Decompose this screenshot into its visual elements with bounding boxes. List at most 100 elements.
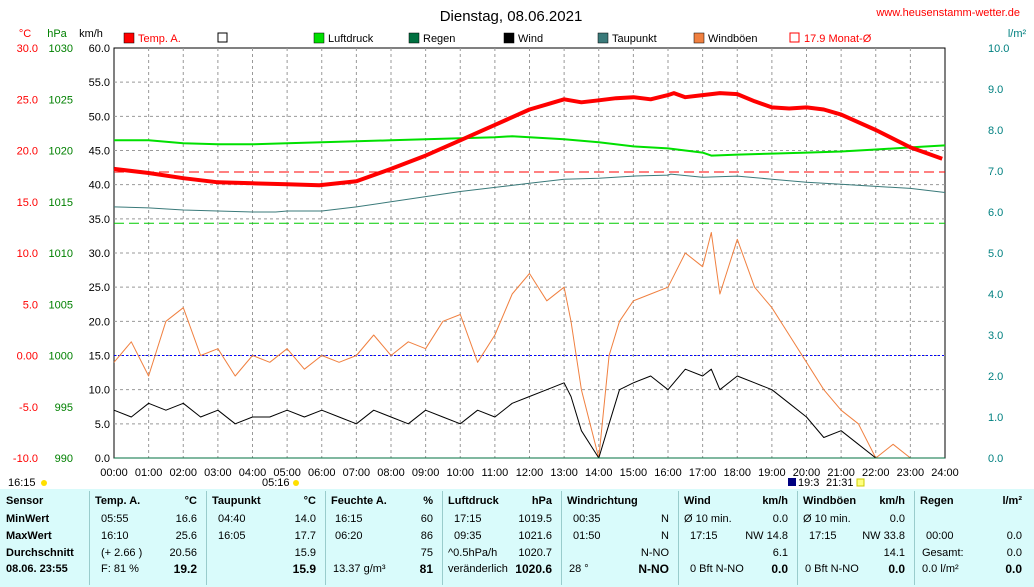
temp-axis-unit: °C (19, 28, 31, 40)
wind-tick-label: 0.0 (95, 453, 110, 465)
temp-tick-label: 5.0 (23, 299, 38, 311)
rain-tick-label: 1.0 (988, 412, 1003, 424)
pressure-tick-label: 1015 (49, 197, 73, 209)
wind-tick-label: 55.0 (89, 77, 110, 89)
pressure-min-value: 1019.5 (518, 513, 552, 525)
legend: Temp. A. Luftdruck Regen Wind Taupunkt Windbö… (123, 32, 872, 45)
pressure-trend: ^0.5hPa/h (448, 547, 498, 559)
pressure-tick-label: 990 (55, 453, 73, 465)
x-tick-label: 07:00 (343, 467, 371, 479)
legend-label: Wind (518, 33, 543, 45)
wind-max-value: NW 14.8 (745, 530, 788, 542)
pressure-unit: hPa (531, 495, 552, 507)
series-dewpoint-line (113, 173, 946, 213)
pressure-section: Luftdruck hPa 17:15 1019.5 09:35 1021.6 … (442, 489, 558, 587)
rain-total-value: 0.0 (1006, 547, 1022, 559)
x-tick-label: 02:00 (169, 467, 197, 479)
gust-max-value: NW 33.8 (862, 530, 905, 542)
series-gust-line (113, 232, 911, 459)
humidity-section: Feuchte A. % 16:15 60 06:20 86 75 13.37 … (325, 489, 439, 587)
x-tick-label: 10:00 (446, 467, 474, 479)
humidity-max-time: 06:20 (335, 530, 363, 542)
humidity-absolute: 13.37 g/m³ (333, 563, 386, 575)
temp-tick-label: 30.0 (17, 43, 38, 55)
x-tick-label: 23:00 (897, 467, 925, 479)
rain-tick-label: 6.0 (988, 207, 1003, 219)
rain-tick-label: 10.0 (988, 43, 1009, 55)
wind-avg-label: Ø 10 min. (684, 513, 732, 525)
rain-tick-label: 9.0 (988, 84, 1003, 96)
x-tick-label: 06:00 (308, 467, 336, 479)
humidity-min-value: 60 (420, 513, 433, 525)
wind-tick-label: 60.0 (89, 43, 110, 55)
pressure-tick-label: 1020 (49, 146, 73, 158)
wind-tick-label: 30.0 (89, 248, 110, 260)
legend-swatch (789, 32, 800, 43)
moon-icon (788, 478, 796, 486)
x-tick-label: 11:00 (482, 467, 509, 479)
wind-tick-label: 15.0 (89, 351, 110, 363)
sunrise-icon (293, 480, 299, 486)
pressure-tendency: veränderlich (448, 563, 508, 575)
wind-direction-min-value: N (661, 513, 669, 525)
wind-tick-label: 5.0 (95, 419, 110, 431)
wind-direction-section: Windrichtung 00:35 N 01:50 N N-NO 28 ° N… (561, 489, 675, 587)
pressure-max-value: 1021.6 (518, 530, 552, 542)
rain-header: Regen (920, 495, 954, 507)
temp-section: Temp. A. °C 05:55 16.6 16:10 25.6 (+ 2.6… (89, 489, 203, 587)
x-tick-label: 24:00 (931, 467, 959, 479)
row-label-min: MinWert (6, 513, 50, 525)
legend-label: Luftdruck (328, 33, 374, 45)
x-tick-label: 18:00 (723, 467, 751, 479)
wind-beaufort: 0 Bft N-NO (690, 563, 744, 575)
rain-total-label: Gesamt: (922, 547, 964, 559)
legend-swatch (597, 32, 609, 44)
x-tick-label: 21:00 (827, 467, 855, 479)
x-tick-label: 08:00 (377, 467, 405, 479)
rain-min-value: 0.0 (1006, 530, 1022, 542)
pressure-tick-label: 1030 (49, 43, 73, 55)
x-tick-label: 19:00 (758, 467, 786, 479)
sun-icon (41, 480, 47, 486)
grid (113, 47, 946, 459)
humidity-max-value: 86 (420, 530, 433, 542)
x-tick-label: 01:00 (135, 467, 163, 479)
temp-tick-label: 10.0 (17, 248, 38, 260)
series-wind-line (113, 368, 877, 459)
gust-max-time: 17:15 (809, 530, 837, 542)
pressure-tick-label: 995 (55, 402, 73, 414)
legend-swatch (408, 32, 420, 44)
left-time-label: 16:15 (8, 477, 36, 489)
source-link[interactable]: www.heusenstamm-wetter.de (875, 7, 1020, 19)
row-label-sensor: Sensor (6, 495, 44, 507)
wind-tick-label: 50.0 (89, 111, 110, 123)
legend-swatch (503, 32, 515, 44)
pressure-min-time: 17:15 (454, 513, 482, 525)
gust-avg-label: Ø 10 min. (803, 513, 851, 525)
rain-tick-label: 3.0 (988, 330, 1003, 342)
series-pressure-line (114, 135, 946, 157)
gust-day-avg-value: 14.1 (883, 547, 905, 559)
pressure-axis-unit: hPa (47, 28, 67, 40)
x-tick-label: 13:00 (550, 467, 578, 479)
wind-direction-min-time: 00:35 (573, 513, 601, 525)
wind-unit: km/h (762, 495, 788, 507)
legend-label: 17.9 Monat-Ø (804, 33, 872, 45)
temp-tick-label: 15.0 (17, 197, 38, 209)
wind-header: Wind (684, 495, 711, 507)
temp-max-time: 16:10 (101, 530, 129, 542)
wind-direction-current-value: N-NO (638, 562, 669, 576)
pressure-avg-value: 1020.7 (518, 547, 552, 559)
wind-axis-unit: km/h (79, 28, 103, 40)
pressure-tick-label: 1025 (49, 94, 73, 106)
legend-label: Temp. A. (138, 33, 181, 45)
wind-tick-label: 40.0 (89, 180, 110, 192)
rain-section: Regen l/m² 00:00 0.0 Gesamt: 0.0 0.0 l/m… (914, 489, 1034, 587)
wind-current-value: 0.0 (771, 562, 788, 576)
legend-label: Taupunkt (612, 33, 657, 45)
legend-swatch (693, 32, 705, 44)
series-temperature-line (113, 91, 943, 188)
temp-min-time: 05:55 (101, 513, 129, 525)
legend-swatch (313, 32, 325, 44)
sunset-label: 21:31 (826, 477, 854, 489)
